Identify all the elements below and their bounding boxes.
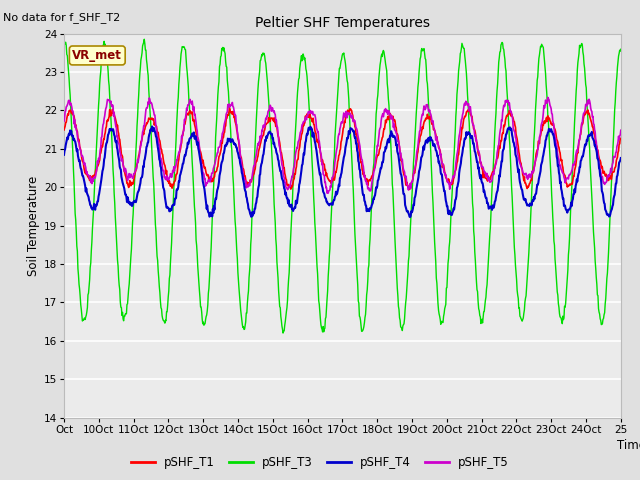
- pSHF_T5: [285, 184, 293, 190]
- Line: pSHF_T1: pSHF_T1: [64, 108, 621, 190]
- pSHF_T4: [60, 152, 68, 157]
- pSHF_T1: [506, 108, 513, 113]
- pSHF_T4: [406, 214, 414, 220]
- pSHF_T1: [286, 184, 294, 190]
- Title: Peltier SHF Temperatures: Peltier SHF Temperatures: [255, 16, 430, 30]
- pSHF_T1: [617, 136, 625, 142]
- Line: pSHF_T5: pSHF_T5: [64, 97, 621, 193]
- pSHF_T5: [117, 153, 125, 159]
- Text: No data for f_SHF_T2: No data for f_SHF_T2: [3, 12, 120, 23]
- pSHF_T3: [506, 135, 513, 141]
- pSHF_T5: [443, 177, 451, 182]
- X-axis label: Time: Time: [618, 439, 640, 452]
- pSHF_T4: [444, 203, 451, 209]
- pSHF_T5: [505, 102, 513, 108]
- pSHF_T5: [617, 127, 625, 133]
- pSHF_T1: [117, 145, 125, 151]
- Legend: pSHF_T1, pSHF_T3, pSHF_T4, pSHF_T5: pSHF_T1, pSHF_T3, pSHF_T4, pSHF_T5: [126, 452, 514, 474]
- pSHF_T3: [617, 47, 625, 52]
- pSHF_T3: [307, 125, 314, 131]
- Line: pSHF_T3: pSHF_T3: [64, 39, 621, 333]
- pSHF_T4: [148, 123, 156, 129]
- pSHF_T5: [544, 95, 552, 100]
- pSHF_T5: [324, 190, 332, 196]
- pSHF_T4: [286, 204, 294, 209]
- pSHF_T4: [506, 125, 513, 131]
- pSHF_T1: [406, 187, 413, 192]
- pSHF_T3: [495, 55, 503, 60]
- pSHF_T1: [226, 106, 234, 111]
- pSHF_T4: [617, 155, 625, 161]
- pSHF_T3: [279, 330, 287, 336]
- pSHF_T4: [306, 127, 314, 132]
- pSHF_T5: [60, 119, 68, 124]
- pSHF_T3: [140, 36, 148, 42]
- pSHF_T3: [444, 274, 451, 279]
- pSHF_T4: [495, 172, 503, 178]
- pSHF_T1: [306, 111, 314, 117]
- pSHF_T5: [305, 108, 313, 114]
- pSHF_T3: [60, 40, 68, 46]
- pSHF_T1: [444, 179, 451, 185]
- Y-axis label: Soil Temperature: Soil Temperature: [27, 176, 40, 276]
- pSHF_T5: [495, 142, 502, 148]
- pSHF_T1: [60, 127, 68, 133]
- Line: pSHF_T4: pSHF_T4: [64, 126, 621, 217]
- Text: VR_met: VR_met: [72, 49, 122, 62]
- pSHF_T4: [117, 167, 125, 172]
- pSHF_T3: [117, 304, 125, 310]
- pSHF_T1: [495, 143, 503, 149]
- pSHF_T3: [287, 242, 294, 248]
